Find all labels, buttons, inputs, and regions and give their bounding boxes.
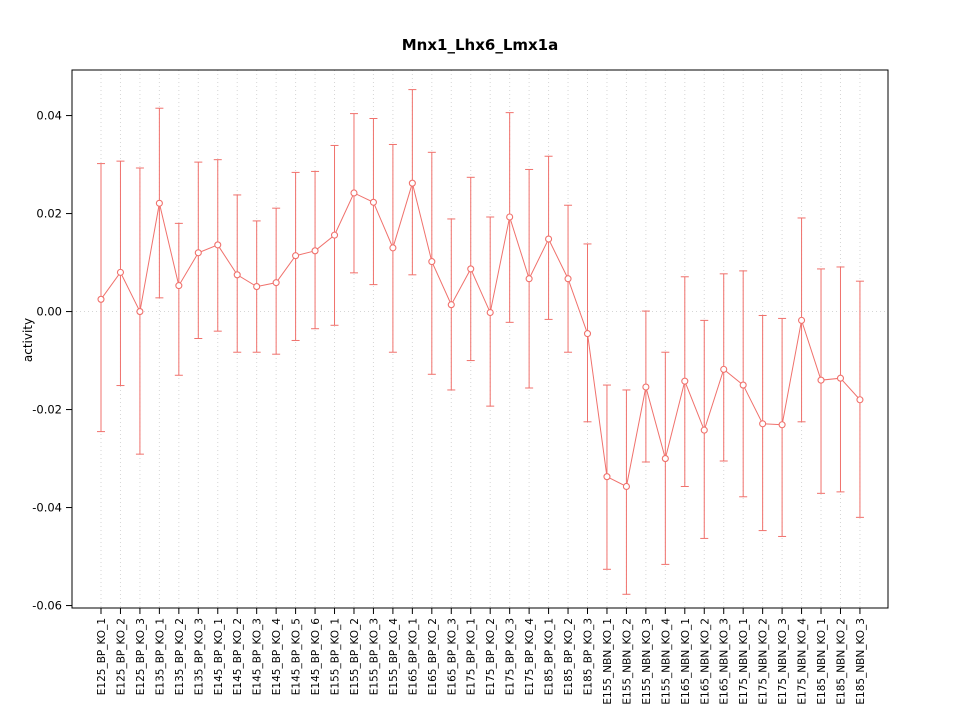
x-tick-label: E135_BP_KO_2 [174, 618, 186, 695]
x-tick-label: E175_BP_KO_2 [485, 618, 497, 695]
data-point [214, 241, 222, 249]
data-point [739, 381, 747, 389]
data-point [525, 275, 533, 283]
x-tick-label: E165_BP_KO_2 [427, 618, 439, 695]
error-bars [97, 89, 864, 595]
x-tick-label: E185_NBN_KO_2 [835, 618, 847, 705]
x-tick-label: E145_BP_KO_4 [271, 618, 283, 696]
data-points [97, 179, 864, 491]
x-tick-label: E165_NBN_KO_1 [680, 618, 692, 705]
x-tick-label: E165_BP_KO_1 [407, 618, 419, 695]
data-point [136, 308, 144, 316]
x-tick-label: E175_BP_KO_3 [505, 618, 517, 695]
data-point [330, 231, 339, 239]
data-point [272, 279, 280, 287]
data-point [97, 295, 105, 303]
data-point [798, 316, 806, 324]
x-tick-label: E125_BP_KO_3 [135, 618, 147, 695]
data-point [350, 189, 358, 197]
data-point [253, 283, 261, 291]
data-point [467, 265, 475, 273]
data-point [194, 249, 202, 257]
data-point [603, 473, 611, 481]
x-tick-label: E155_BP_KO_2 [349, 618, 361, 695]
x-tick-label: E155_NBN_KO_2 [621, 618, 633, 705]
x-tick-label: E175_BP_KO_4 [524, 618, 536, 696]
data-point [116, 268, 125, 276]
data-point [311, 247, 319, 255]
data-point [564, 275, 572, 283]
x-tick-label: E175_NBN_KO_2 [758, 618, 770, 705]
series-line [100, 181, 861, 488]
x-tick-label: E155_BP_KO_4 [388, 618, 400, 696]
data-point [583, 330, 592, 338]
x-tick-label: E145_BP_KO_3 [252, 618, 264, 695]
data-point [778, 421, 786, 429]
data-point [233, 271, 241, 279]
data-point [369, 198, 377, 206]
x-tick-label: E185_NBN_KO_3 [855, 618, 867, 705]
y-axis: -0.06 -0.04 -0.02 0.00 0.02 0.04 [32, 109, 72, 613]
data-point [428, 258, 436, 266]
x-tick-label: E185_BP_KO_2 [563, 618, 575, 695]
data-point [622, 482, 630, 491]
x-tick-label: E145_BP_KO_5 [291, 618, 303, 695]
x-tick-label: E125_BP_KO_1 [96, 618, 108, 695]
plot-border [71, 69, 889, 609]
x-tick-label: E135_BP_KO_1 [154, 618, 166, 695]
data-point [817, 376, 825, 384]
data-point [447, 301, 455, 309]
y-tick-label: 0.02 [36, 207, 62, 221]
x-tick-label: E145_BP_KO_6 [310, 618, 322, 696]
chart-title: Mnx1_Lhx6_Lmx1a [401, 36, 559, 54]
data-point [175, 282, 183, 290]
x-tick-label: E175_BP_KO_1 [466, 618, 478, 695]
y-tick-label: -0.06 [32, 599, 62, 613]
data-point [389, 244, 397, 252]
x-tick-label: E155_NBN_KO_1 [602, 618, 614, 705]
data-point [408, 179, 416, 187]
x-tick-label: E155_BP_KO_1 [330, 618, 342, 695]
data-point [506, 213, 514, 221]
x-tick-label: E165_BP_KO_3 [446, 618, 458, 695]
data-point [155, 199, 163, 207]
x-tick-label: E145_BP_KO_1 [213, 618, 225, 695]
data-point [720, 365, 728, 373]
x-tick-label: E125_BP_KO_2 [115, 618, 127, 695]
y-tick-label: -0.04 [32, 501, 62, 515]
data-point [856, 396, 864, 404]
x-tick-label: E175_NBN_KO_4 [797, 618, 809, 705]
y-tick-label: 0.00 [36, 305, 62, 319]
data-point [661, 455, 669, 463]
x-tick-label: E155_NBN_KO_3 [641, 618, 653, 705]
x-tick-label: E185_BP_KO_1 [544, 618, 556, 695]
x-tick-label: E175_NBN_KO_1 [738, 618, 750, 705]
x-tick-label: E185_NBN_KO_1 [816, 618, 828, 705]
x-tick-label: E175_NBN_KO_3 [777, 618, 789, 705]
x-tick-label: E155_BP_KO_3 [368, 618, 380, 695]
data-point [292, 252, 300, 260]
data-point [681, 377, 689, 385]
data-point [486, 308, 494, 317]
x-tick-label: E155_NBN_KO_4 [660, 618, 672, 705]
data-point [700, 426, 708, 434]
x-tick-label: E135_BP_KO_3 [193, 618, 205, 695]
x-tick-label: E145_BP_KO_2 [232, 618, 244, 695]
data-point [759, 420, 767, 428]
data-point [642, 383, 650, 391]
x-axis: E125_BP_KO_1 E125_BP_KO_2 E125_BP_KO_3 E135… [96, 608, 867, 705]
y-tick-label: -0.02 [32, 403, 62, 417]
data-point [836, 374, 845, 382]
x-tick-label: E165_NBN_KO_3 [719, 618, 731, 705]
data-point [545, 235, 553, 243]
x-tick-label: E165_NBN_KO_2 [699, 618, 711, 705]
x-tick-label: E185_BP_KO_3 [583, 618, 595, 695]
y-tick-label: 0.04 [36, 109, 62, 123]
